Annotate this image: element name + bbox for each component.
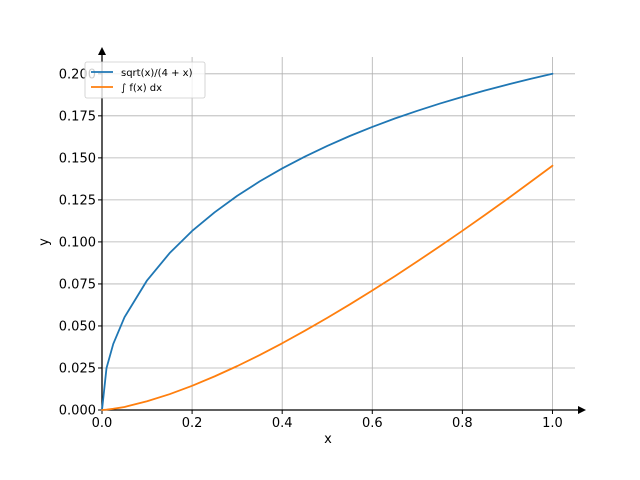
y-tick-label: 0.025 <box>59 361 96 376</box>
series-line-1 <box>101 72 554 411</box>
y-tick-label: 0.075 <box>59 277 96 292</box>
y-tick-label: 0.050 <box>59 319 96 334</box>
legend-label-series-2: ∫ f(x) dx <box>121 83 162 94</box>
x-tick-label: 0.8 <box>452 416 473 431</box>
y-tick-label: 0.100 <box>59 235 96 250</box>
legend: sqrt(x)/(4 + x) ∫ f(x) dx <box>84 61 206 99</box>
series-lines <box>101 72 554 411</box>
legend-box <box>84 61 206 99</box>
x-axis-label: x <box>324 432 332 447</box>
legend-label-series-1: sqrt(x)/(4 + x) <box>121 68 193 79</box>
y-axis-arrow <box>98 47 106 55</box>
x-tick-label: 0.2 <box>182 416 203 431</box>
x-axis-arrow <box>578 406 586 414</box>
grid-lines <box>102 57 575 410</box>
y-tick-label: 0.175 <box>59 109 96 124</box>
y-tick-label: 0.000 <box>59 404 96 419</box>
axes <box>98 47 586 414</box>
x-tick-label: 0.6 <box>362 416 383 431</box>
x-tick-label: 0.0 <box>92 416 113 431</box>
y-axis-label: y <box>37 238 52 246</box>
x-tick-label: 0.4 <box>272 416 293 431</box>
series-line-2 <box>101 164 554 411</box>
x-tick-label: 1.0 <box>542 416 563 431</box>
y-tick-label: 0.125 <box>59 193 96 208</box>
ticks: 0.0 0.2 0.4 0.6 0.8 1.0 0.000 0.025 0.050 0.075 0.… <box>59 67 563 431</box>
y-tick-label: 0.150 <box>59 151 96 166</box>
